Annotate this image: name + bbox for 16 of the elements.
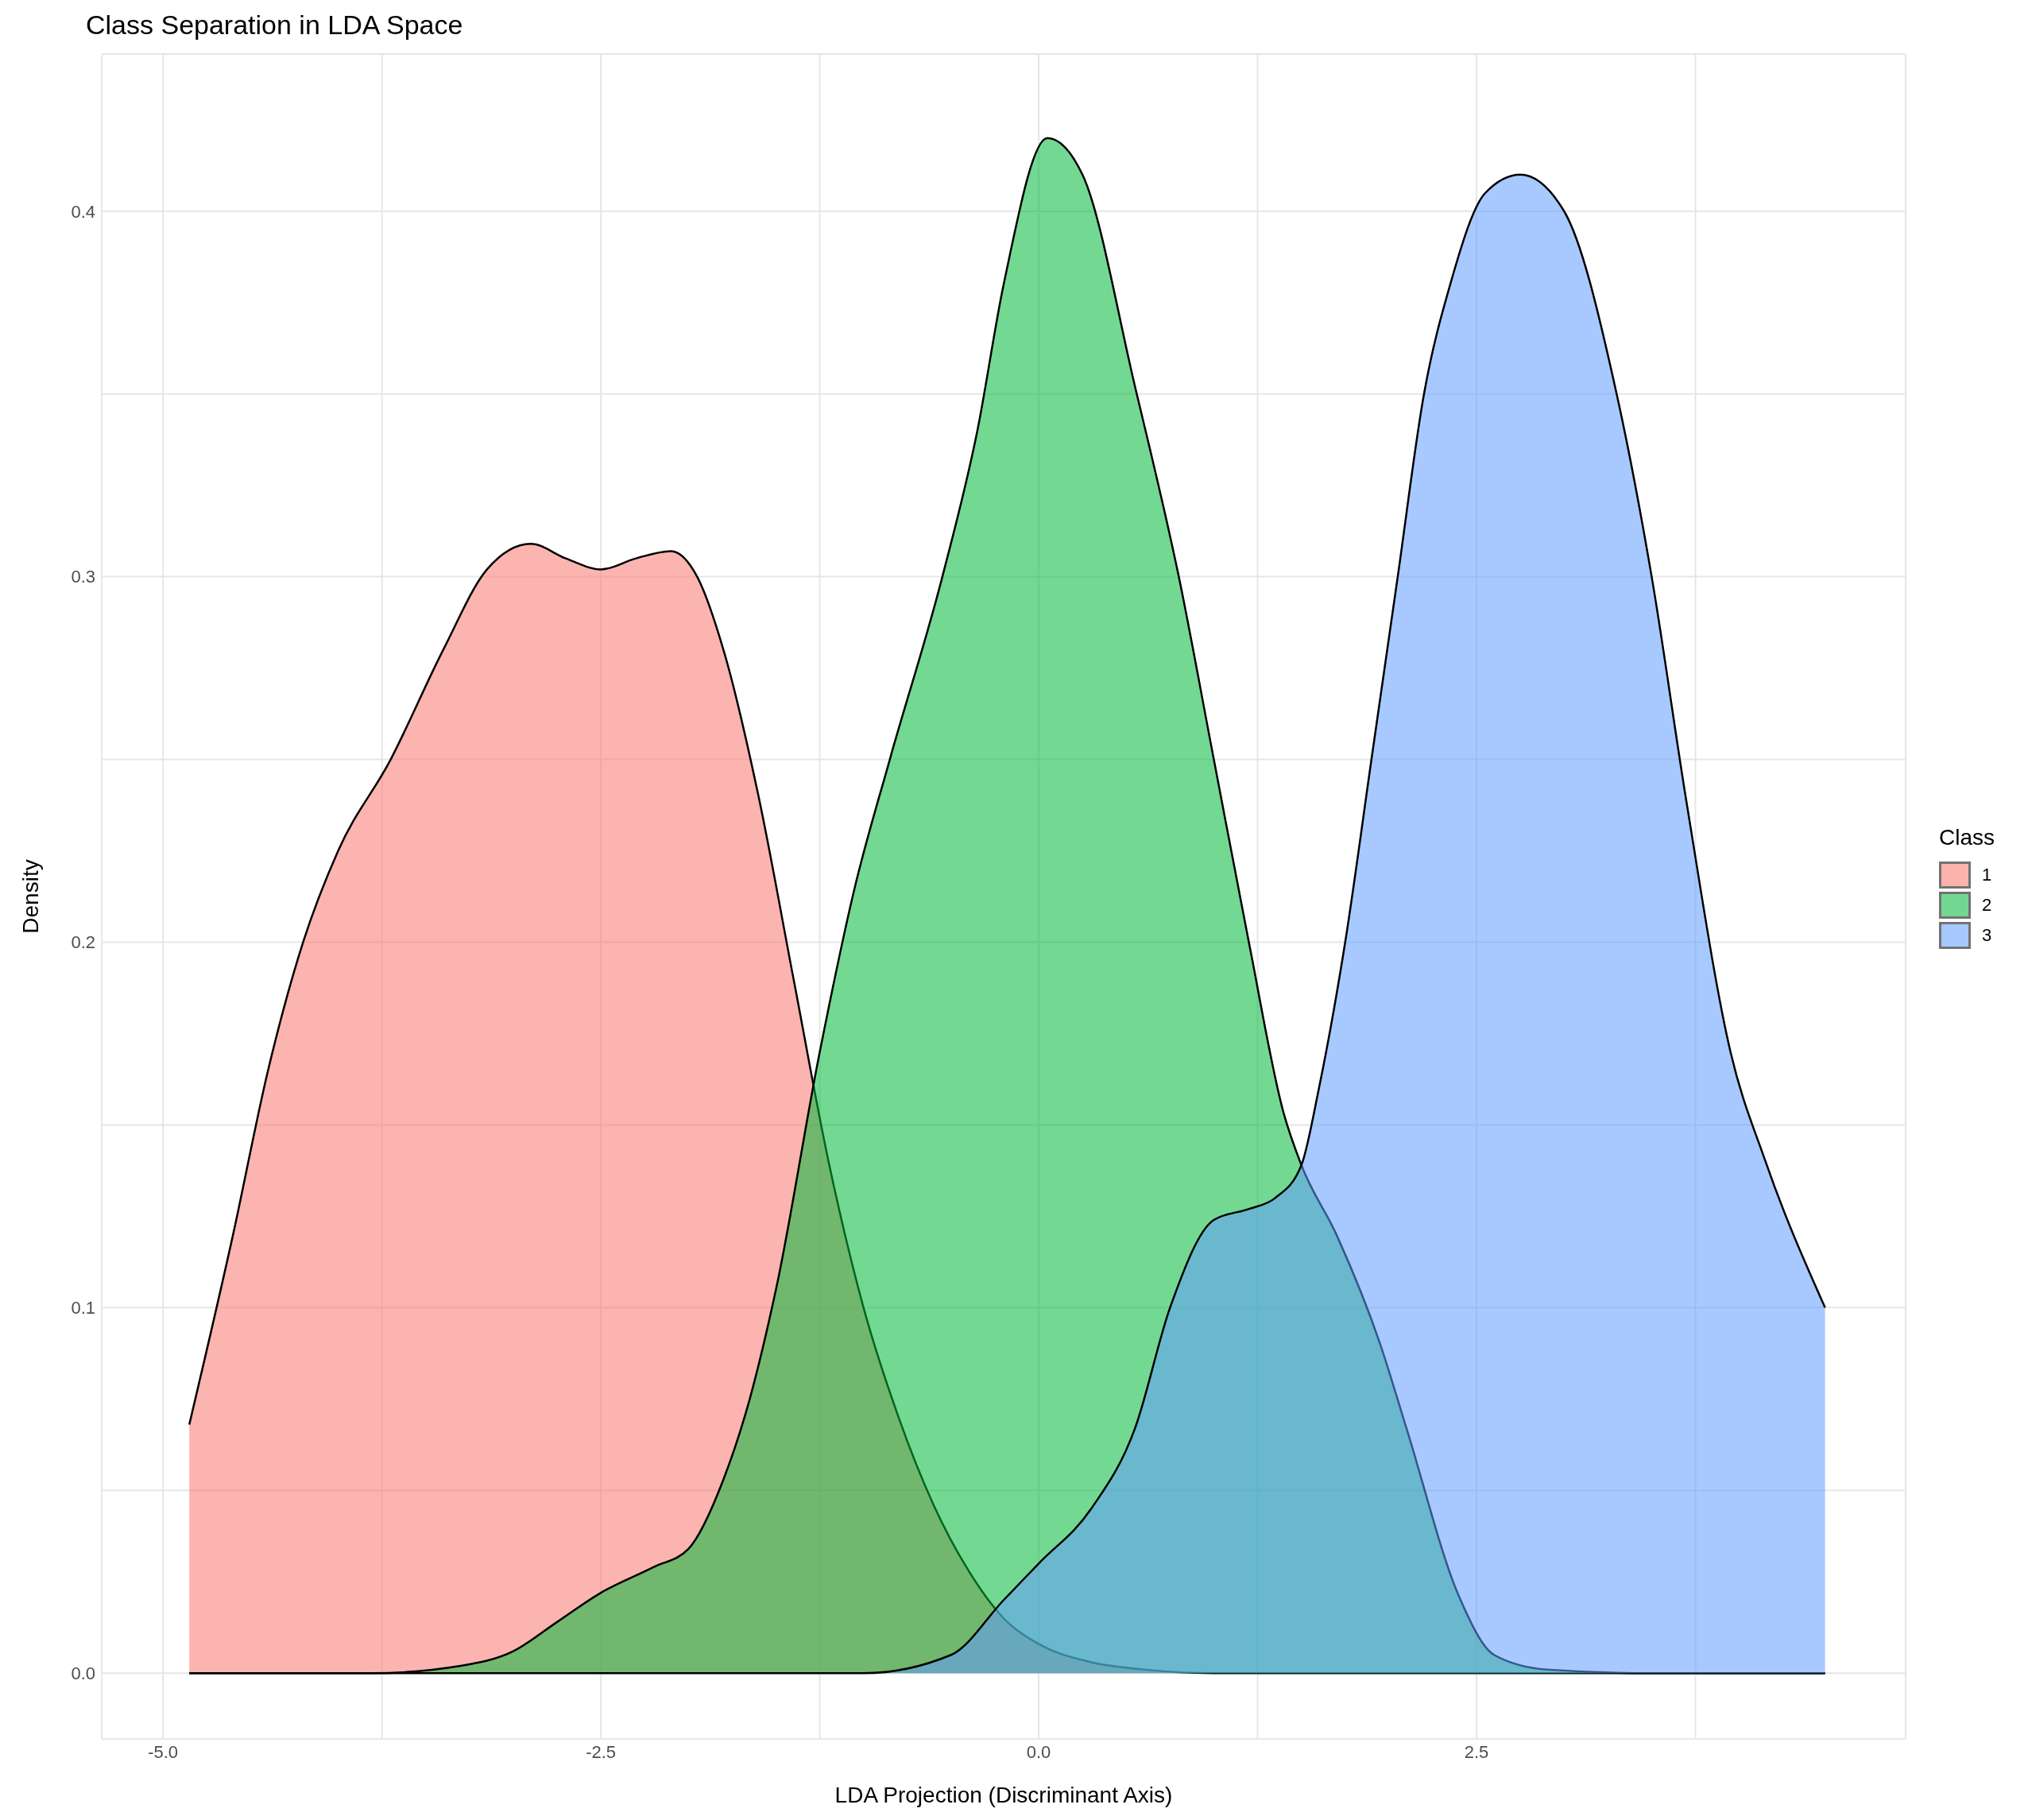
x-axis-title: LDA Projection (Discriminant Axis) — [834, 1783, 1173, 1807]
legend-label: 2 — [1982, 895, 1992, 916]
y-tick-label: 0.3 — [71, 567, 95, 587]
legend-label: 1 — [1982, 865, 1992, 885]
y-tick-label: 0.4 — [71, 201, 95, 222]
x-tick-label: 0.0 — [1026, 1741, 1051, 1762]
chart-title: Class Separation in LDA Space — [86, 10, 463, 41]
legend-title: Class — [1939, 825, 1995, 850]
x-tick-label: -5.0 — [148, 1741, 179, 1762]
y-tick-label: 0.1 — [71, 1298, 95, 1319]
y-tick-label: 0.0 — [71, 1663, 95, 1684]
x-tick-label: -2.5 — [586, 1741, 617, 1762]
legend-label: 3 — [1982, 925, 1992, 946]
x-tick-label: 2.5 — [1464, 1741, 1489, 1762]
y-tick-label: 0.2 — [71, 932, 95, 953]
y-axis-title: Density — [17, 859, 43, 934]
